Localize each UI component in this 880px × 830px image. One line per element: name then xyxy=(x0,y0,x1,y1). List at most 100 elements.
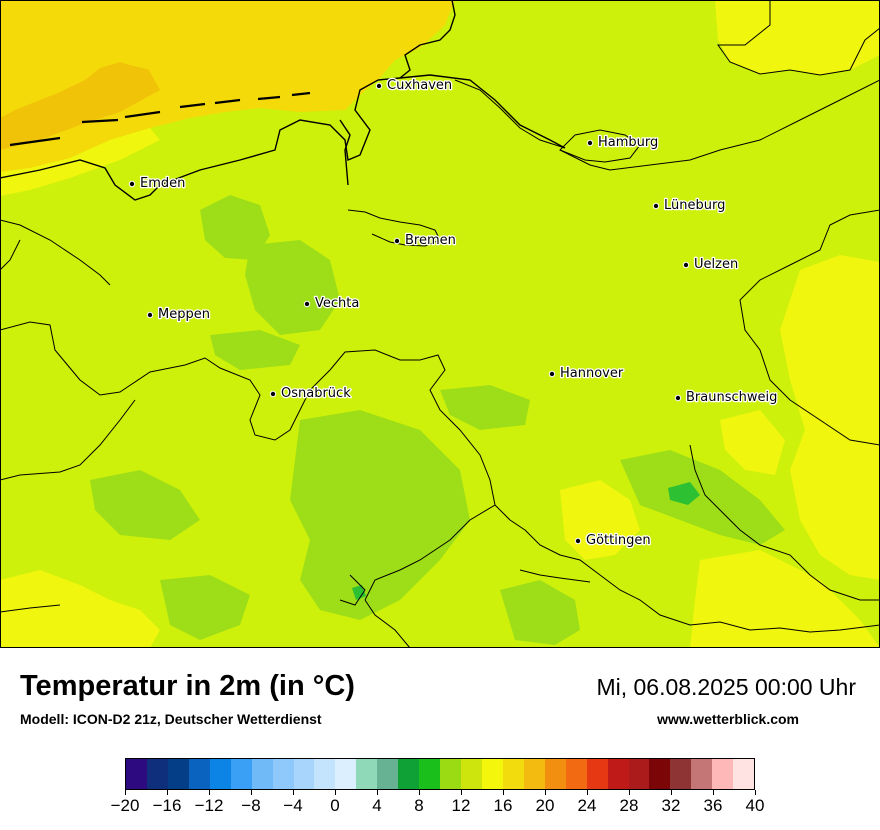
temperature-field-cool-8 xyxy=(160,575,250,640)
temperature-field-east-warm-2 xyxy=(720,410,785,475)
temperature-field-cool-1 xyxy=(200,195,270,260)
colorbar-tick-label: 36 xyxy=(703,796,723,815)
colorbar-tick xyxy=(292,790,294,795)
wadden-islands xyxy=(9,91,311,147)
svg-text:Hannover: Hannover xyxy=(560,366,624,381)
colorbar-segment xyxy=(272,759,294,789)
city-marker-cuxhaven: Cuxhaven xyxy=(375,77,453,94)
temperature-colorbar xyxy=(125,758,755,790)
colorbar-tick-label: 32 xyxy=(661,796,681,815)
city-marker-meppen: Meppen xyxy=(146,306,211,323)
colorbar-segment xyxy=(230,759,252,789)
hamburg-outline xyxy=(559,129,641,163)
city-marker-lueneburg: Lüneburg xyxy=(652,197,727,214)
colorbar-segment xyxy=(628,759,650,789)
colorbar-ticks: −20 −16 −12 −8 −4 0 4 8 12 16 20 24 28 32 36 40 xyxy=(111,790,764,820)
city-marker-hamburg: Hamburg xyxy=(586,134,660,151)
colorbar-segment xyxy=(691,759,713,789)
svg-text:Emden: Emden xyxy=(140,176,185,191)
map-title: Temperatur in 2m (in °C) xyxy=(20,670,355,702)
colorbar-segment xyxy=(377,759,399,789)
colorbar-tick-label: 0 xyxy=(330,796,340,815)
colorbar-tick xyxy=(754,790,756,795)
colorbar-segment xyxy=(461,759,482,789)
colorbar-segment xyxy=(188,759,210,789)
colorbar-tick-label: 4 xyxy=(372,796,382,815)
colorbar-tick xyxy=(460,790,462,795)
colorbar-segment xyxy=(293,759,315,789)
city-marker-emden: Emden xyxy=(128,175,187,192)
colorbar-tick xyxy=(124,790,126,795)
temperature-field-cool-4 xyxy=(290,410,470,620)
svg-text:Bremen: Bremen xyxy=(405,233,456,248)
colorbar-segment xyxy=(209,759,231,789)
colorbar-segment xyxy=(523,759,545,789)
temperature-field-cool-spot xyxy=(668,482,700,505)
website-link[interactable]: www.wetterblick.com xyxy=(657,711,799,727)
elbe-river xyxy=(454,79,566,149)
city-marker-braunschweig: Braunschweig xyxy=(674,389,779,406)
temperature-field-cool-2 xyxy=(245,240,340,335)
colorbar-segment xyxy=(712,759,734,789)
colorbar-segment xyxy=(544,759,566,789)
svg-text:Lüneburg: Lüneburg xyxy=(664,198,725,213)
colorbar-tick-label: 40 xyxy=(745,796,765,815)
colorbar-segment xyxy=(481,759,503,789)
colorbar-tick xyxy=(586,790,588,795)
colorbar-tick xyxy=(208,790,210,795)
city-marker-bremen: Bremen xyxy=(393,232,457,249)
temperature-field-coast-warm xyxy=(0,0,455,172)
colorbar-segment xyxy=(419,759,441,789)
temperature-field-northeast-warm xyxy=(715,0,880,75)
city-marker-vechta: Vechta xyxy=(303,295,361,312)
svg-text:Göttingen: Göttingen xyxy=(586,533,651,548)
colorbar-tick xyxy=(712,790,714,795)
svg-text:Cuxhaven: Cuxhaven xyxy=(387,78,452,93)
colorbar-segment xyxy=(356,759,378,789)
colorbar-tick-label: −16 xyxy=(152,796,182,815)
colorbar-segment xyxy=(314,759,336,789)
colorbar-segment xyxy=(565,759,587,789)
temperature-field-coast-yellow-strip xyxy=(0,128,160,196)
city-marker-hannover: Hannover xyxy=(548,365,625,382)
bremen-outline xyxy=(347,209,441,247)
colorbar-tick-label: 8 xyxy=(414,796,424,815)
colorbar-segment xyxy=(251,759,273,789)
colorbar-segment xyxy=(440,759,461,789)
colorbar-tick xyxy=(502,790,504,795)
city-marker-uelzen: Uelzen xyxy=(682,256,739,273)
colorbar-segment xyxy=(502,759,524,789)
city-markers: Cuxhaven Hamburg Emden Lüneburg Bremen U… xyxy=(128,77,779,549)
colorbar-tick xyxy=(166,790,168,795)
svg-text:Vechta: Vechta xyxy=(315,296,359,311)
colorbar-tick-label: −12 xyxy=(194,796,224,815)
colorbar-segment xyxy=(126,759,147,789)
temperature-field-south-warm-3 xyxy=(690,550,880,648)
map-footer: Temperatur in 2m (in °C) Modell: ICON-D2… xyxy=(0,648,880,830)
temperature-field-south-warm xyxy=(0,570,160,648)
colorbar-tick xyxy=(376,790,378,795)
coastline xyxy=(0,0,566,201)
colorbar-tick-label: −20 xyxy=(110,796,140,815)
colorbar-tick-label: −8 xyxy=(241,796,261,815)
colorbar-segment xyxy=(649,759,671,789)
borders xyxy=(0,0,880,648)
temperature-field-east-warm xyxy=(780,255,880,580)
temperature-field-cool-5 xyxy=(620,450,785,545)
temperature-field-cool-spot-2 xyxy=(352,585,366,600)
colorbar-segment xyxy=(146,759,168,789)
svg-text:Meppen: Meppen xyxy=(158,307,210,322)
city-marker-osnabrueck: Osnabrück xyxy=(269,385,352,402)
temperature-field-cool-9 xyxy=(500,580,580,645)
colorbar-tick xyxy=(334,790,336,795)
colorbar-segment xyxy=(670,759,692,789)
colorbar-tick-label: 28 xyxy=(619,796,639,815)
colorbar-tick-label: 20 xyxy=(535,796,555,815)
colorbar-segment xyxy=(733,759,755,789)
temperature-map: Cuxhaven Hamburg Emden Lüneburg Bremen U… xyxy=(0,0,880,648)
valid-time: Mi, 06.08.2025 00:00 Uhr xyxy=(596,674,856,700)
svg-text:Hamburg: Hamburg xyxy=(598,135,658,150)
temperature-field-coast-warmer-2 xyxy=(95,65,150,90)
colorbar-segment xyxy=(607,759,629,789)
colorbar-tick-label: 12 xyxy=(451,796,471,815)
